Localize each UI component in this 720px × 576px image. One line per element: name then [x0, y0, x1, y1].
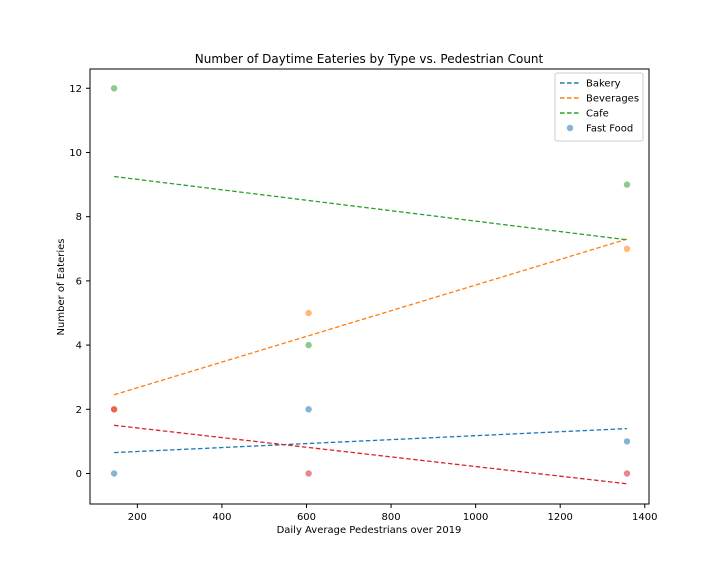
point-beverages-1	[305, 309, 312, 317]
trend-line-cafe	[114, 175, 628, 241]
x-tick-label-600: 600	[297, 512, 316, 523]
y-tick-label-10: 10	[69, 148, 82, 159]
x-tick-label-1000: 1000	[463, 512, 488, 523]
legend-label-fast-food: Fast Food	[586, 124, 633, 135]
legend-box	[554, 72, 644, 142]
y-tick-label-8: 8	[76, 212, 82, 223]
y-tick-label-4: 4	[76, 341, 82, 352]
y-tick-label-12: 12	[69, 84, 82, 95]
point-bakery-2	[623, 438, 631, 445]
y-tick-label-2: 2	[76, 405, 82, 416]
plot-frame	[89, 68, 650, 505]
trend-line-beverages	[113, 238, 628, 396]
point-beverages-2	[623, 245, 631, 252]
chart-title: Number of Daytime Eateries by Type vs. P…	[195, 52, 544, 66]
legend-swatch-fast-food	[566, 124, 574, 132]
point-bakery-1	[305, 406, 312, 413]
x-tick-label-200: 200	[128, 512, 147, 523]
point-fast-food-1	[305, 470, 312, 477]
point-fast-food-0	[110, 406, 118, 413]
y-tick-label-6: 6	[76, 276, 82, 287]
point-cafe-0	[110, 85, 118, 92]
x-axis-label: Daily Average Pedestrians over 2019	[277, 525, 462, 536]
x-tick-label-800: 800	[382, 512, 401, 523]
x-tick-label-1400: 1400	[632, 512, 657, 523]
trend-line-bakery	[114, 427, 628, 454]
legend-label-bakery: Bakery	[586, 79, 621, 90]
legend-label-cafe: Cafe	[586, 109, 609, 120]
x-tick-label-400: 400	[212, 512, 231, 523]
y-tick-label-0: 0	[76, 469, 82, 480]
point-fast-food-2	[623, 470, 631, 477]
y-axis-label: Number of Eateries	[56, 239, 67, 336]
legend-label-beverages: Beverages	[586, 94, 639, 105]
point-bakery-0	[110, 470, 118, 477]
point-cafe-2	[623, 181, 631, 188]
legend: Bakery Beverages Cafe Fast Food	[554, 72, 644, 142]
trend-line-fast-food	[114, 424, 628, 485]
x-tick-label-1200: 1200	[547, 512, 572, 523]
point-cafe-1	[305, 341, 312, 349]
